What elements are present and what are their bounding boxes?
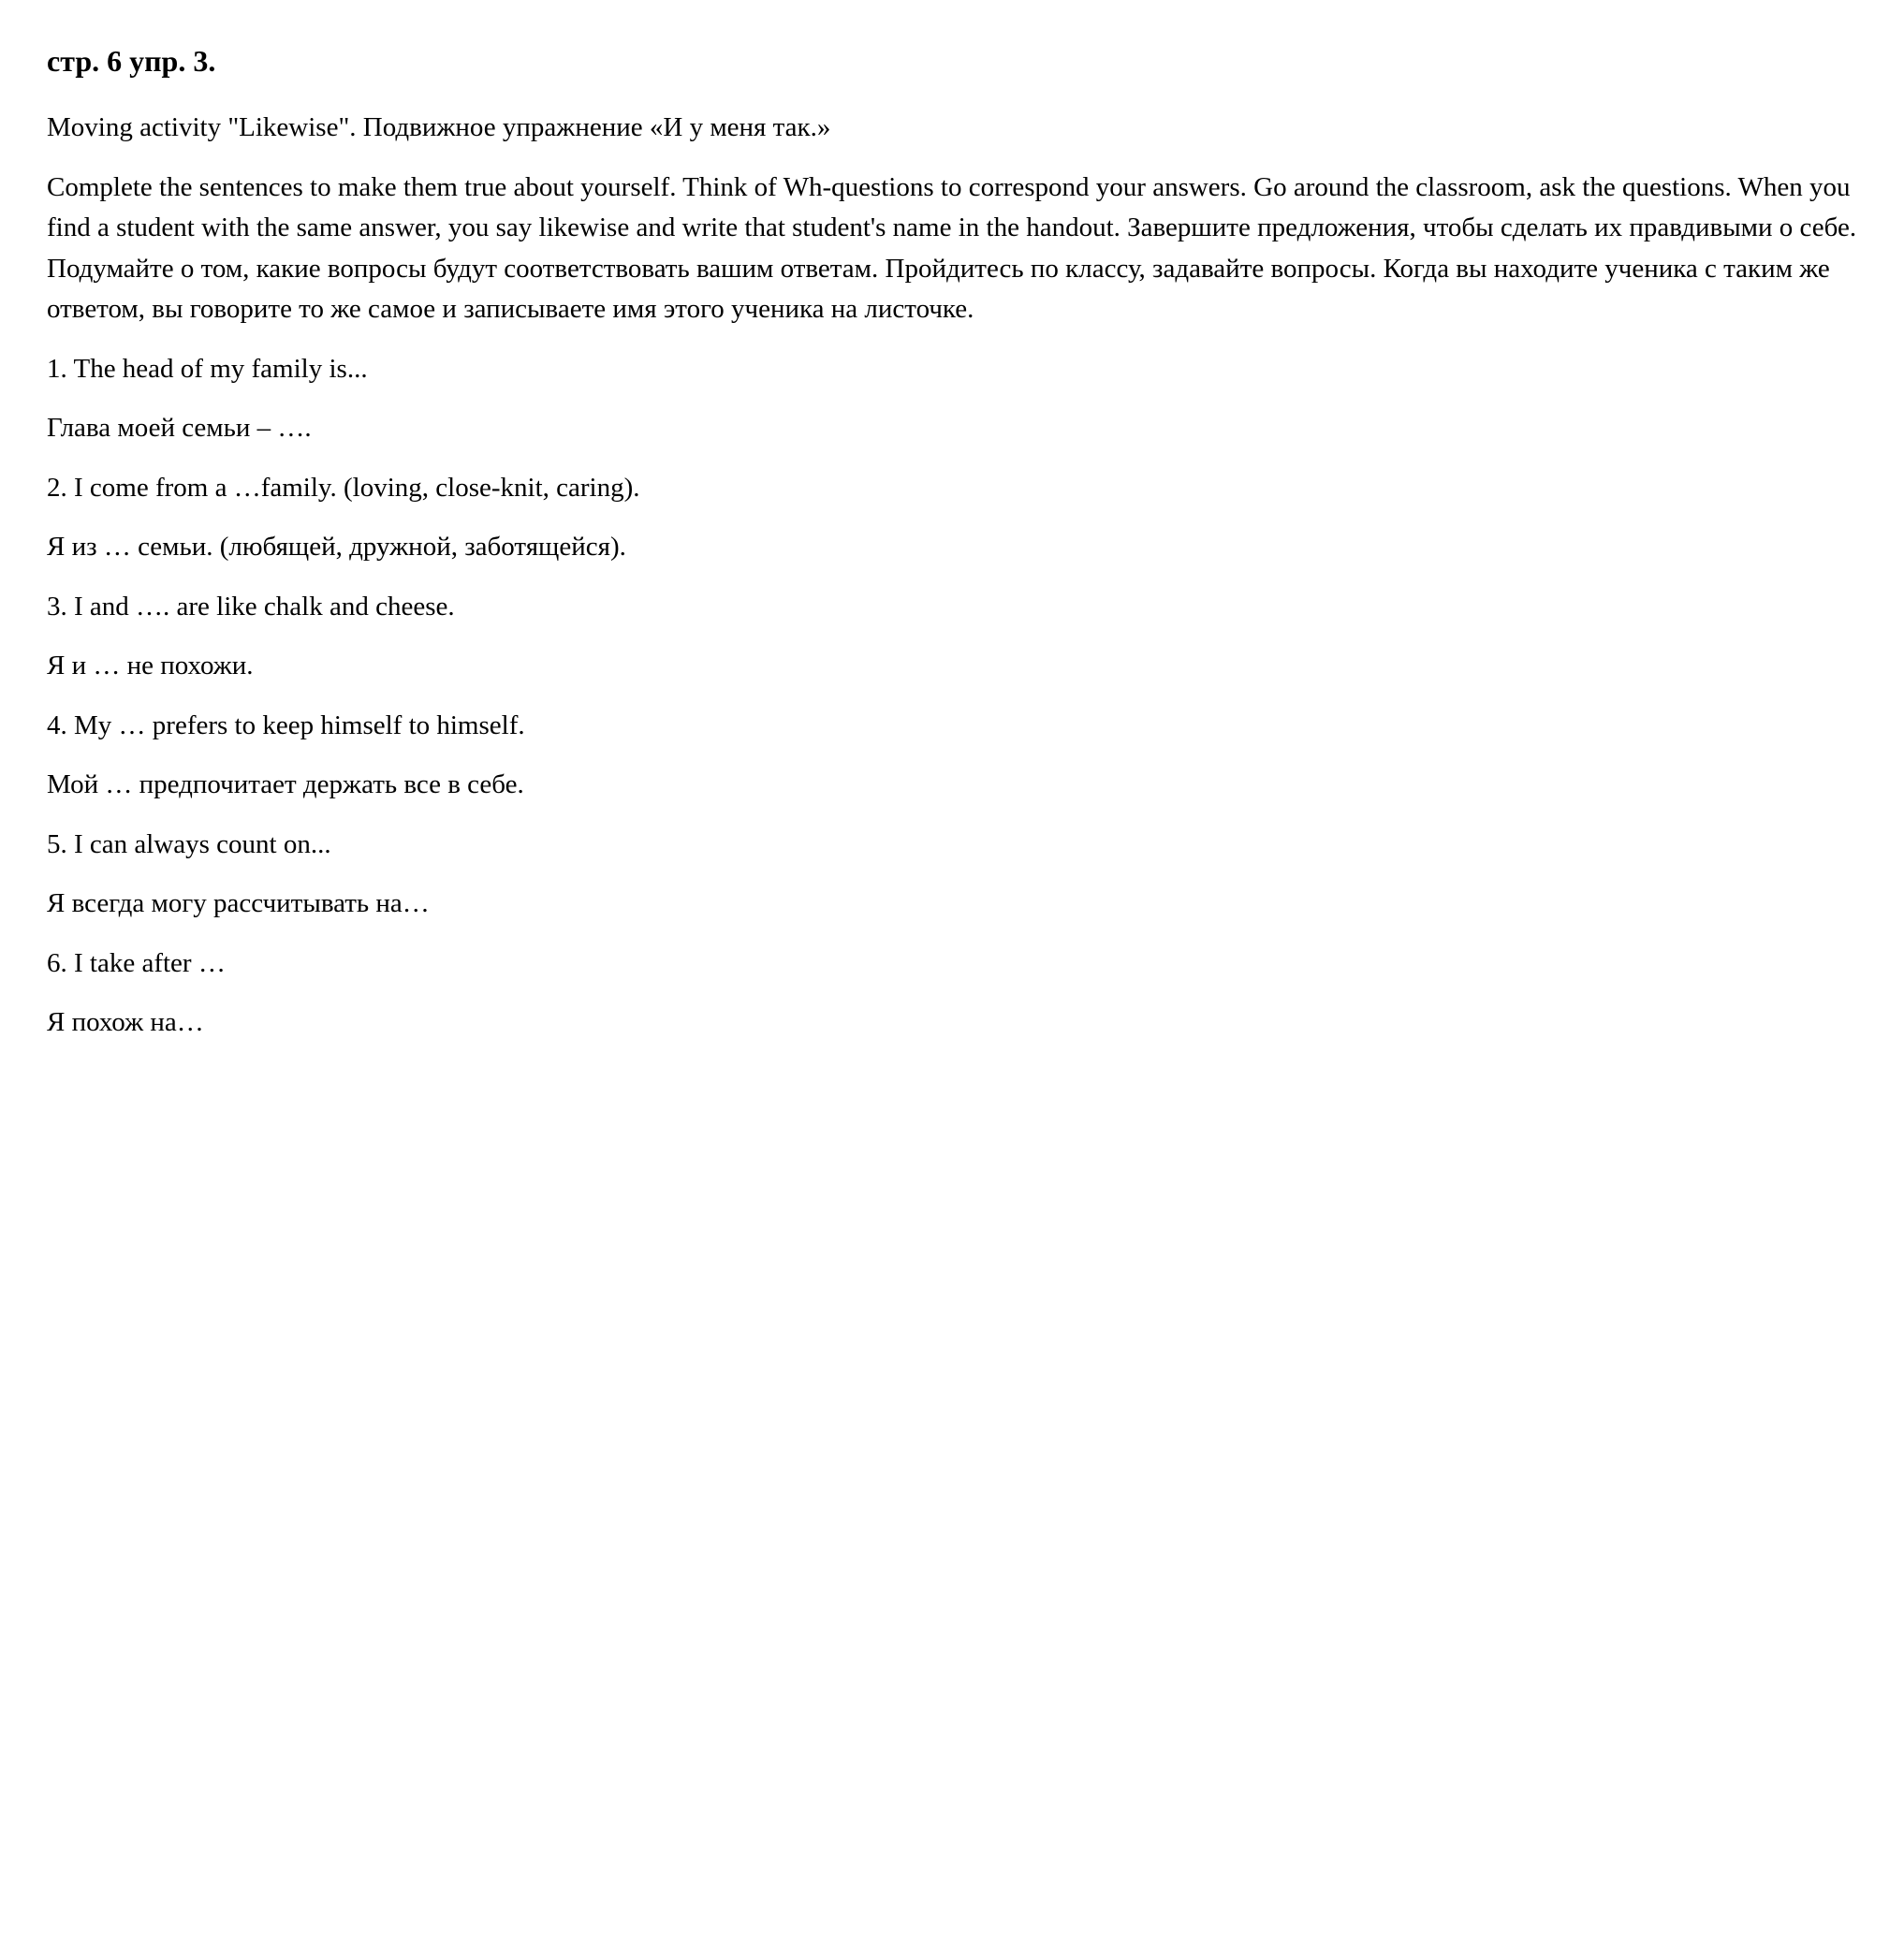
exercise-item-ru: Я всегда могу рассчитывать на… bbox=[47, 884, 1857, 925]
exercise-item-en: 3. I and …. are like chalk and cheese. bbox=[47, 587, 1857, 628]
page-heading: стр. 6 упр. 3. bbox=[47, 37, 1857, 85]
exercise-item-ru: Я из … семьи. (любящей, дружной, заботящ… bbox=[47, 527, 1857, 568]
exercise-item-en: 4. My … prefers to keep himself to himse… bbox=[47, 706, 1857, 747]
exercise-item-en: 5. I can always count on... bbox=[47, 825, 1857, 866]
exercise-item-en: 1. The head of my family is... bbox=[47, 349, 1857, 390]
intro-text: Moving activity "Likewise". Подвижное уп… bbox=[47, 108, 1857, 149]
instructions-text: Complete the sentences to make them true… bbox=[47, 168, 1857, 330]
exercise-item-ru: Я похож на… bbox=[47, 1002, 1857, 1044]
exercise-item-en: 2. I come from a …family. (loving, close… bbox=[47, 468, 1857, 509]
exercise-item-en: 6. I take after … bbox=[47, 944, 1857, 985]
exercise-item-ru: Глава моей семьи – …. bbox=[47, 408, 1857, 449]
exercise-item-ru: Мой … предпочитает держать все в себе. bbox=[47, 765, 1857, 806]
exercise-item-ru: Я и … не похожи. bbox=[47, 646, 1857, 687]
